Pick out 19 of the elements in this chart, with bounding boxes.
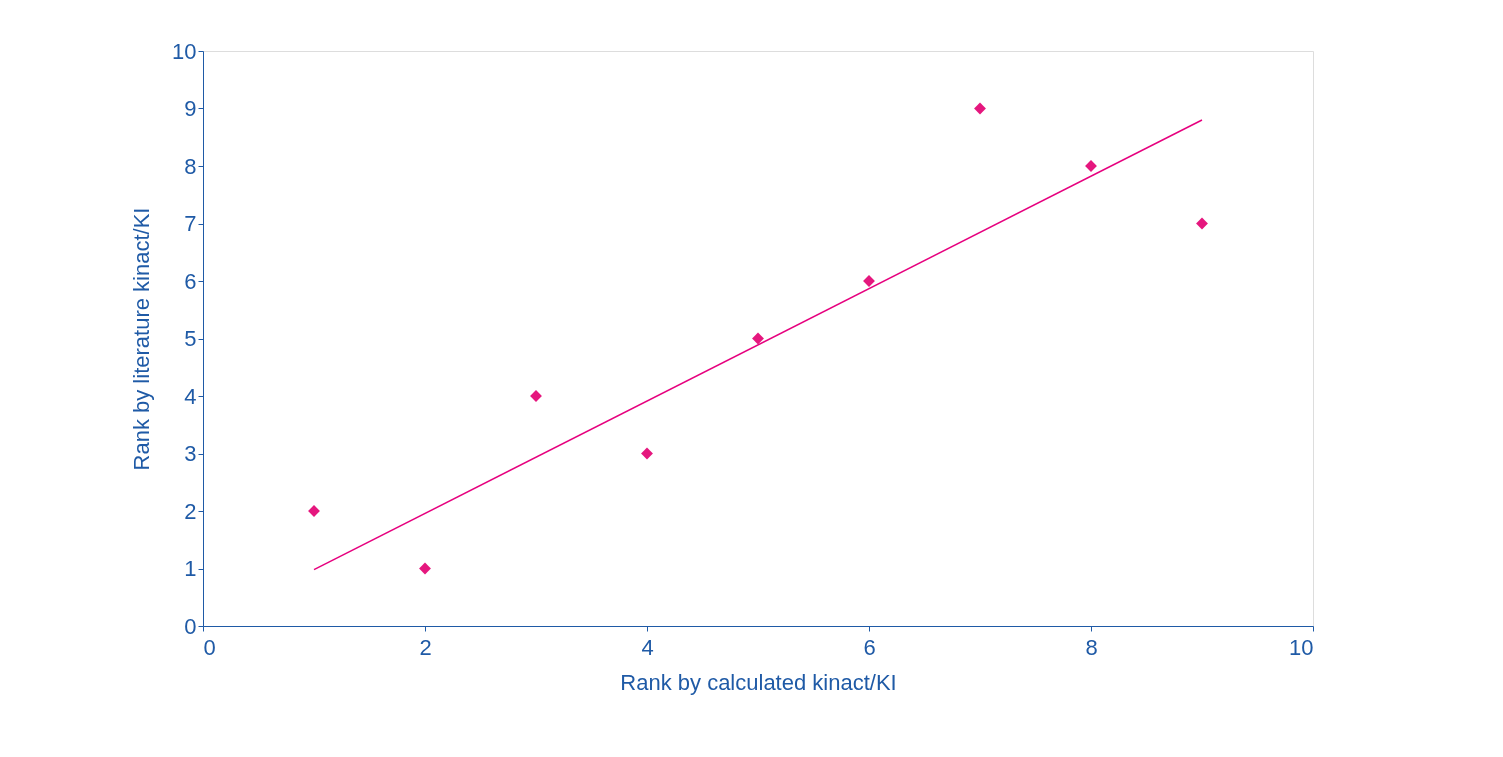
x-tick-label: 8 xyxy=(1085,634,1098,660)
y-tick-label: 1 xyxy=(184,556,197,581)
y-tick-label: 0 xyxy=(184,613,197,639)
x-axis-title: Rank by calculated kinact/KI xyxy=(620,669,897,695)
y-tick-label: 3 xyxy=(184,441,197,466)
y-tick-label: 2 xyxy=(184,498,197,524)
x-tick-label: 6 xyxy=(863,634,876,660)
y-tick-label: 6 xyxy=(184,268,197,294)
y-tick-label: 5 xyxy=(184,326,197,351)
y-tick-label: 9 xyxy=(184,96,197,121)
x-tick-label: 10 xyxy=(1289,634,1314,660)
y-tick-label: 4 xyxy=(184,383,197,409)
y-tick-label: 7 xyxy=(184,211,197,236)
y-axis-title: Rank by literature kinact/KI xyxy=(129,207,155,471)
y-tick-label: 10 xyxy=(172,38,197,64)
x-tick-label: 0 xyxy=(203,634,216,660)
x-tick-label: 2 xyxy=(419,634,432,660)
x-tick-label: 4 xyxy=(641,634,654,660)
y-tick-label: 8 xyxy=(184,153,197,179)
